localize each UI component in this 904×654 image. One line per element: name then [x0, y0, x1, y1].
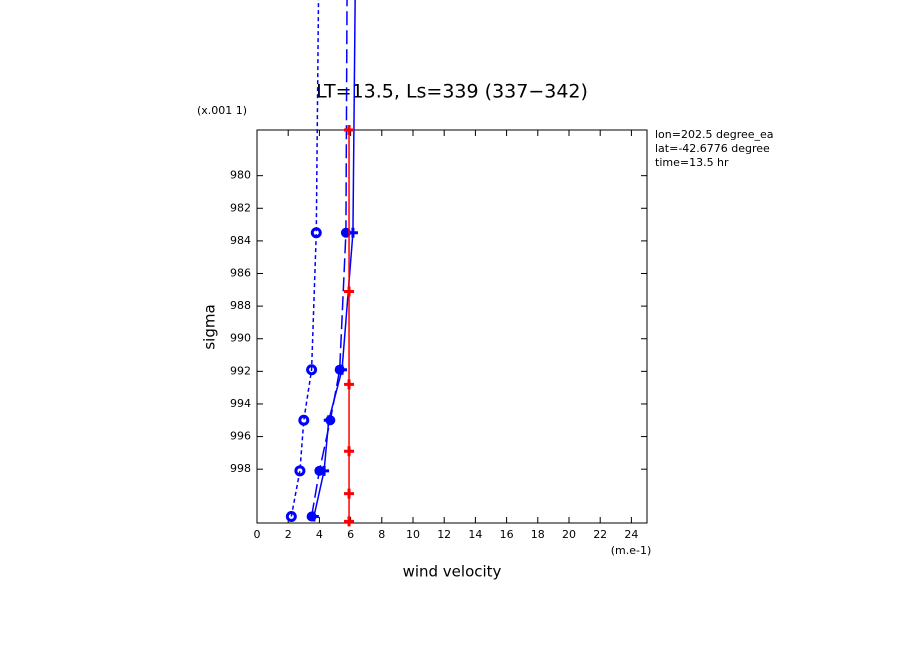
annotation: lon=202.5 degree_ea: [655, 128, 774, 141]
chart-title: LT=13.5, Ls=339 (337−342): [316, 81, 588, 103]
series-line: [290, 0, 320, 517]
annotation-clip: [780, 125, 904, 175]
x-tick-label: 0: [254, 528, 261, 541]
marker: [323, 415, 334, 426]
annotation: time=13.5 hr: [655, 156, 729, 169]
marker: [319, 465, 330, 476]
marker: [294, 465, 306, 477]
x-tick-label: 22: [593, 528, 607, 541]
y-tick-label: 998: [230, 462, 251, 475]
x-tick-label: 24: [624, 528, 638, 541]
x-axis-label: wind velocity: [403, 563, 502, 581]
series-line: [313, 0, 356, 517]
marker: [344, 516, 355, 527]
y-axis-label: sigma: [201, 304, 219, 349]
x-tick-label: 2: [285, 528, 292, 541]
annotation: lat=-42.6776 degree: [655, 142, 770, 155]
x-unit: (m.e-1): [611, 544, 652, 557]
x-tick-label: 6: [347, 528, 354, 541]
x-tick-label: 8: [378, 528, 385, 541]
y-unit: (x.001 1): [197, 104, 247, 117]
x-tick-label: 16: [500, 528, 514, 541]
plot-frame: [256, 129, 648, 524]
y-tick-label: 988: [230, 299, 251, 312]
marker: [298, 414, 310, 426]
marker: [344, 488, 355, 499]
marker: [344, 379, 355, 390]
y-tick-label: 996: [230, 430, 251, 443]
y-tick-label: 990: [230, 332, 251, 345]
marker: [344, 286, 355, 297]
marker: [344, 446, 355, 457]
y-tick-label: 992: [230, 364, 251, 377]
x-tick-label: 4: [316, 528, 323, 541]
y-tick-label: 984: [230, 234, 251, 247]
series-line: [310, 0, 348, 517]
x-tick-label: 12: [437, 528, 451, 541]
marker: [337, 364, 348, 375]
y-tick-label: 982: [230, 201, 251, 214]
marker: [310, 227, 322, 239]
marker: [306, 364, 318, 376]
marker: [344, 125, 355, 135]
x-tick-label: 14: [468, 528, 482, 541]
y-tick-label: 980: [230, 169, 251, 182]
x-tick-label: 18: [531, 528, 545, 541]
x-tick-label: 20: [562, 528, 576, 541]
marker: [285, 510, 297, 522]
marker: [308, 511, 319, 522]
y-tick-label: 986: [230, 267, 251, 280]
x-tick-label: 10: [406, 528, 420, 541]
y-tick-label: 994: [230, 397, 251, 410]
